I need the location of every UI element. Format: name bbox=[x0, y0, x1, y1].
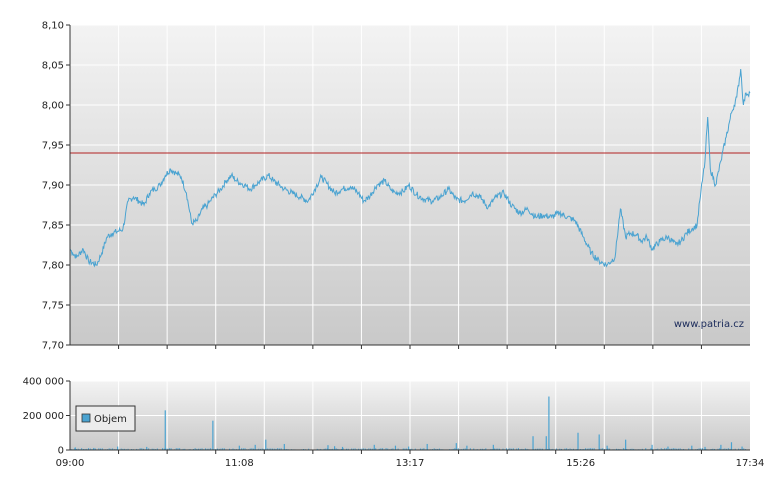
watermark: www.patria.cz bbox=[674, 319, 744, 330]
x-tick-label: 15:26 bbox=[566, 458, 595, 469]
price-y-tick-label: 8,10 bbox=[42, 21, 64, 32]
price-y-tick-label: 7,95 bbox=[42, 141, 64, 152]
volume-y-tick-label: 0 bbox=[58, 446, 64, 457]
price-y-tick-label: 7,70 bbox=[42, 341, 64, 352]
price-series-line bbox=[69, 68, 751, 268]
x-tick-label: 13:17 bbox=[396, 458, 425, 469]
price-y-tick-label: 8,05 bbox=[42, 61, 64, 72]
x-tick-label: 09:00 bbox=[56, 458, 85, 469]
price-y-tick-label: 7,75 bbox=[42, 301, 64, 312]
x-tick-label: 17:34 bbox=[736, 458, 765, 469]
legend-swatch bbox=[81, 413, 91, 423]
volume-panel: 0 200 000 400 000 09:00 11:08 13:17 15:26 17:34… bbox=[23, 377, 765, 470]
volume-legend: Objem bbox=[75, 405, 136, 432]
x-tick-label: 11:08 bbox=[225, 458, 254, 469]
price-y-tick-label: 7,85 bbox=[42, 221, 64, 232]
legend-label: Objem bbox=[94, 414, 127, 425]
price-y-tick-label: 7,90 bbox=[42, 181, 64, 192]
price-panel: 7,70 7,75 7,80 7,85 7,90 7,95 8,00 8,05 8,10 bbox=[42, 21, 751, 352]
volume-y-tick-label: 200 000 bbox=[23, 411, 64, 422]
price-y-tick-label: 8,00 bbox=[42, 101, 64, 112]
volume-y-tick-label: 400 000 bbox=[23, 377, 64, 388]
price-y-tick-label: 7,80 bbox=[42, 261, 64, 272]
